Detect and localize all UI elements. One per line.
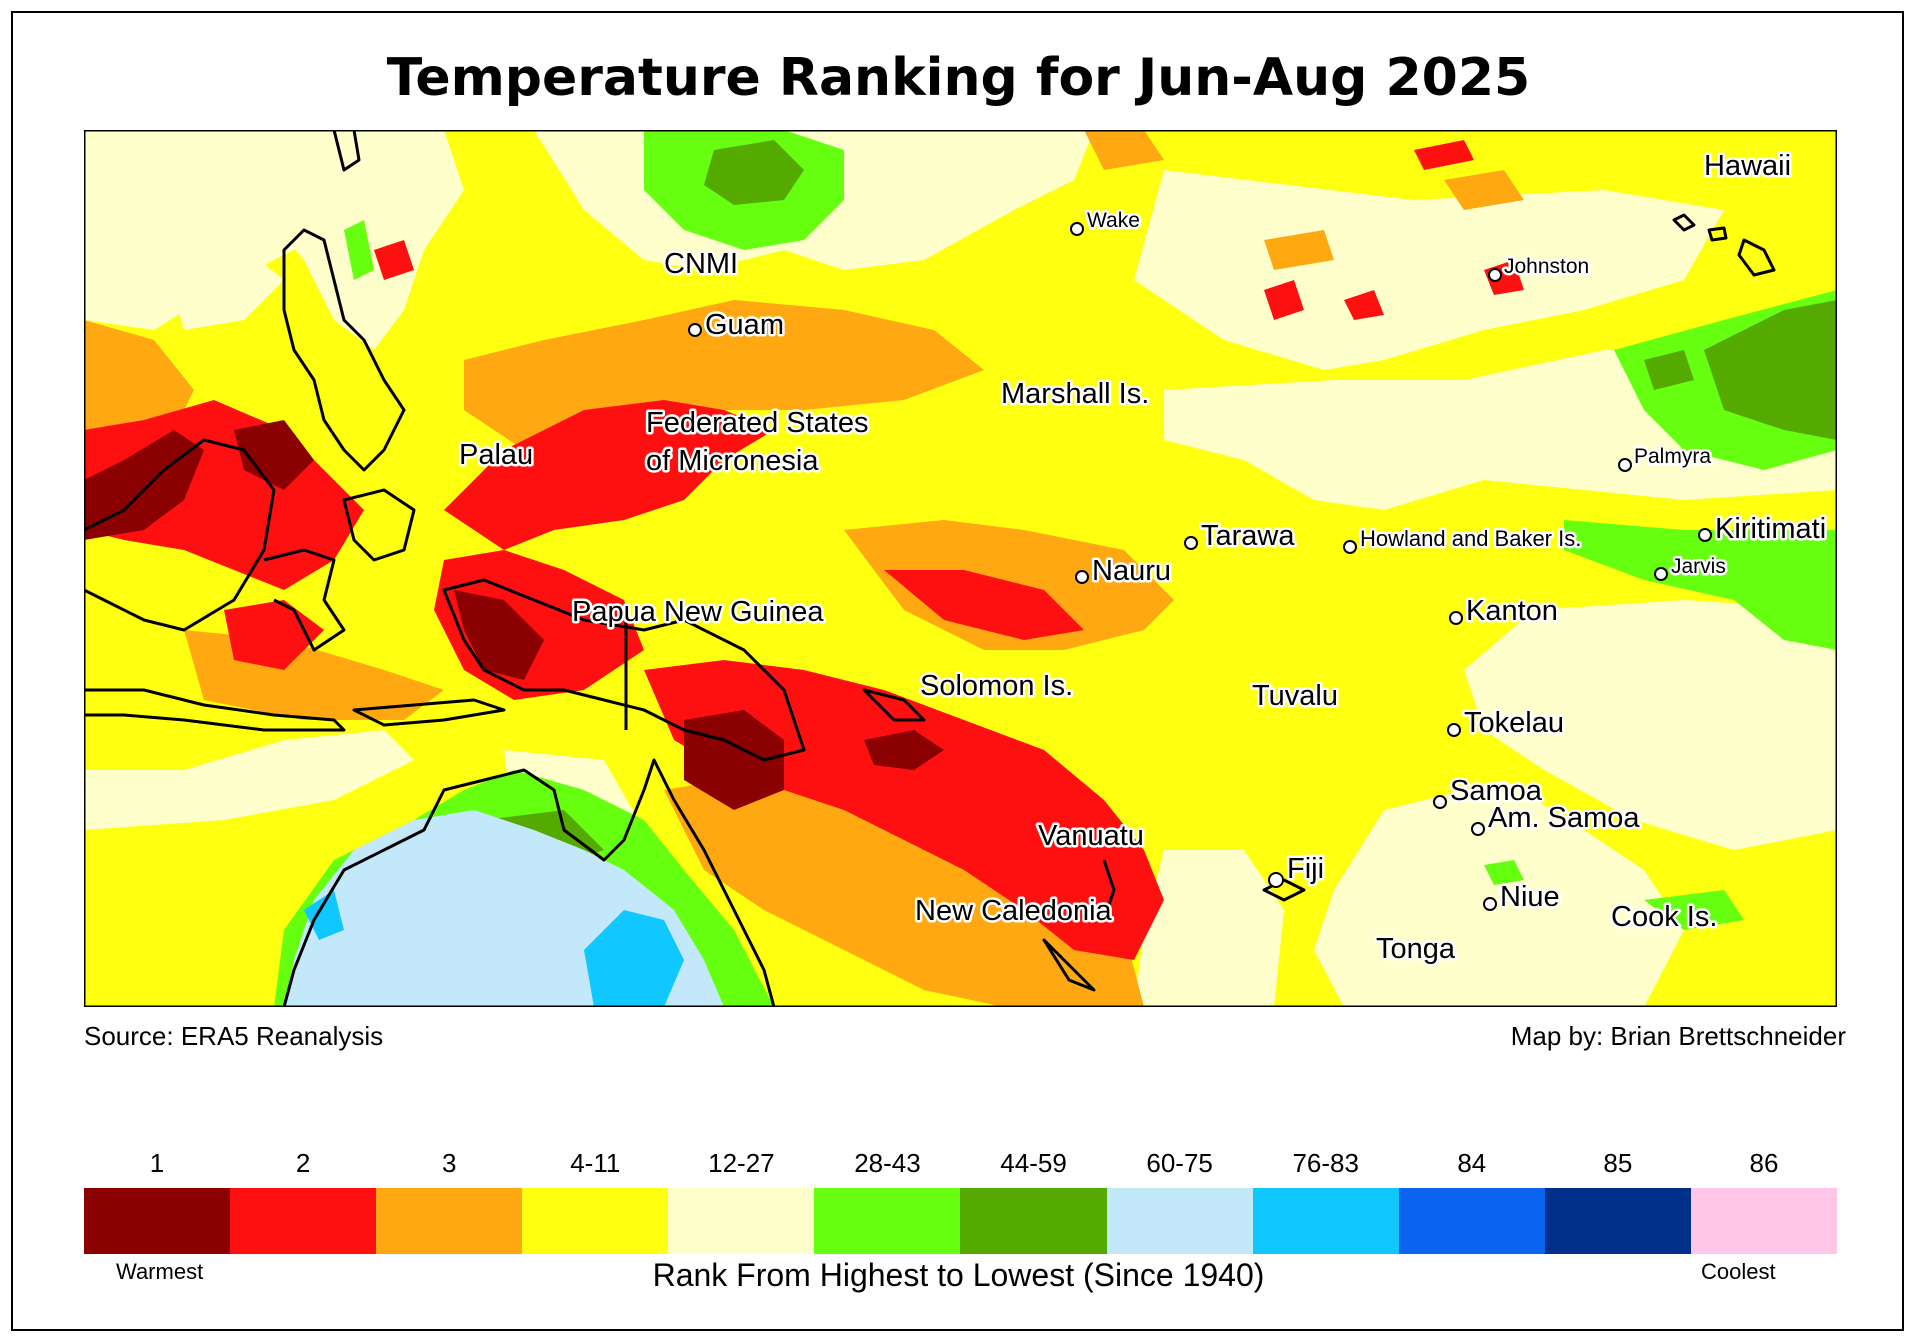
marker-palmyra (1618, 458, 1632, 472)
legend-class-label: 12-27 (708, 1148, 775, 1178)
legend-color-bar (84, 1188, 1837, 1254)
legend-swatch (84, 1188, 231, 1254)
legend-swatch (960, 1188, 1107, 1254)
label-samoa: Samoa (1450, 775, 1543, 807)
label-howland: Howland and Baker Is. (1360, 526, 1581, 551)
legend-warmest-label: Warmest (116, 1259, 204, 1284)
label-png: Papua New Guinea (572, 596, 824, 628)
label-fiji: Fiji (1287, 853, 1324, 885)
label-niue: Niue (1500, 881, 1560, 913)
sulawesi-coast (263, 548, 346, 652)
australia-coast (282, 758, 776, 1007)
marker-wake (1070, 222, 1084, 236)
label-marshall: Marshall Is. (1001, 378, 1149, 410)
label-hawaii: Hawaii (1704, 150, 1791, 182)
hawaii-coast (1672, 213, 1776, 277)
philippines-coast (282, 228, 406, 472)
legend-class-label: 1 (149, 1148, 165, 1178)
legend-class-label: 3 (441, 1148, 457, 1178)
label-new-caledonia: New Caledonia (915, 895, 1113, 927)
label-cnmi: CNMI (664, 248, 738, 280)
legend-swatch (668, 1188, 815, 1254)
legend-swatch (1106, 1188, 1253, 1254)
legend-swatch (522, 1188, 669, 1254)
map-panel: Hawaii Wake CNMI Johnston Guam Marshall … (84, 130, 1837, 1007)
marker-kanton (1449, 611, 1463, 625)
legend-class-label: 2 (295, 1148, 311, 1178)
marker-kiritimati (1698, 528, 1712, 542)
marker-niue (1483, 897, 1497, 911)
figure-frame (11, 11, 1904, 1331)
lesser-sunda-coast (352, 698, 506, 727)
marker-howland (1343, 540, 1357, 554)
marker-guam (688, 323, 702, 337)
legend-class-label: 76-83 (1292, 1148, 1359, 1178)
legend-title: Rank From Highest to Lowest (Since 1940) (652, 1257, 1265, 1293)
label-tuvalu: Tuvalu (1252, 680, 1338, 712)
legend-class-label: 44-59 (1000, 1148, 1067, 1178)
label-kiritimati: Kiritimati (1715, 513, 1826, 545)
legend-coolest-label: Coolest (1701, 1259, 1776, 1284)
label-cook: Cook Is. (1611, 901, 1717, 933)
legend-class-label: 84 (1457, 1148, 1487, 1178)
label-wake: Wake (1087, 209, 1140, 232)
label-tarawa: Tarawa (1201, 520, 1295, 552)
borneo-coast (84, 438, 276, 632)
marker-nauru (1075, 570, 1089, 584)
credit-caption: Map by: Brian Brettschneider (1510, 1021, 1846, 1051)
label-am-samoa: Am. Samoa (1488, 802, 1640, 834)
marker-tokelau (1447, 723, 1461, 737)
label-nauru: Nauru (1092, 555, 1171, 587)
legend-swatch (230, 1188, 377, 1254)
map-canvas: Hawaii Wake CNMI Johnston Guam Marshall … (84, 130, 1837, 1007)
place-markers: Hawaii Wake CNMI Johnston Guam Marshall … (457, 148, 1829, 968)
marker-samoa (1433, 795, 1447, 809)
coastlines (84, 130, 1776, 1007)
marker-fiji (1268, 872, 1284, 888)
label-tokelau: Tokelau (1464, 707, 1564, 739)
label-kanton: Kanton (1466, 595, 1558, 627)
legend-class-label: 4-11 (570, 1148, 621, 1178)
marker-johnston (1488, 268, 1502, 282)
label-johnston: Johnston (1504, 255, 1589, 278)
vanuatu-coast (1102, 859, 1116, 921)
label-solomon: Solomon Is. (920, 670, 1073, 702)
legend-class-label: 60-75 (1146, 1148, 1213, 1178)
rank-1-regions (84, 420, 944, 810)
label-vanuatu: Vanuatu (1038, 820, 1144, 852)
new-caledonia-coast (1042, 938, 1096, 992)
rank-12-27-regions (84, 130, 1837, 1007)
color-legend: 1 2 3 4-11 12-27 28-43 44-59 60-75 76-83 84 85 86 (84, 1148, 1837, 1254)
legend-class-label: 28-43 (854, 1148, 921, 1178)
label-guam: Guam (705, 309, 784, 341)
label-palau: Palau (459, 439, 533, 471)
legend-swatch (1252, 1188, 1399, 1254)
legend-swatch (814, 1188, 961, 1254)
map-border (84, 130, 1837, 1007)
legend-swatch (1398, 1188, 1545, 1254)
marker-am-samoa (1471, 822, 1485, 836)
legend-swatch (1544, 1188, 1691, 1254)
new-guinea-coast (442, 578, 806, 762)
source-caption: Source: ERA5 Reanalysis (84, 1021, 384, 1051)
legend-swatch (1690, 1188, 1837, 1254)
marker-jarvis (1654, 567, 1668, 581)
label-fsm-line1: Federated States (646, 407, 868, 439)
rank-76-83-regions (304, 890, 684, 1007)
java-coast (84, 688, 346, 732)
legend-class-label: 85 (1603, 1148, 1633, 1178)
solomon-coast (862, 688, 926, 722)
label-palmyra: Palmyra (1634, 445, 1711, 468)
label-fsm-line2: of Micronesia (646, 445, 819, 477)
map-title: Temperature Ranking for Jun-Aug 2025 (386, 48, 1531, 108)
marker-tarawa (1184, 536, 1198, 550)
legend-swatch (376, 1188, 523, 1254)
label-jarvis: Jarvis (1671, 555, 1726, 578)
legend-class-label: 86 (1749, 1148, 1779, 1178)
label-tonga: Tonga (1376, 933, 1456, 965)
taiwan-coast (332, 130, 361, 172)
legend-tick-labels: 1 2 3 4-11 12-27 28-43 44-59 60-75 76-83 84 85 86 (84, 1148, 1837, 1188)
mindanao-coast (342, 488, 416, 562)
